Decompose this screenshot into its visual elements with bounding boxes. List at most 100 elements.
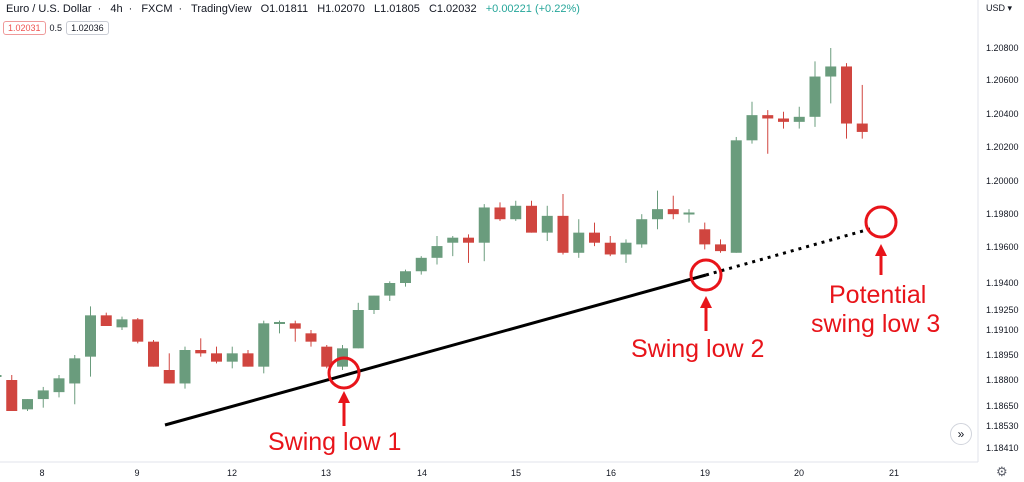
close-value: C1.02032: [428, 3, 477, 15]
scroll-to-latest-button[interactable]: »: [950, 423, 972, 445]
candle: [85, 306, 96, 377]
candle: [526, 200, 537, 233]
time-axis[interactable]: 8 9 12 13 14 15 16 19 20 21: [39, 468, 899, 478]
candle: [274, 320, 285, 334]
candle-body: [85, 315, 96, 357]
candle-body: [100, 315, 112, 326]
time-tick-label: 8: [39, 468, 44, 478]
currency-selector[interactable]: USD ▾: [986, 3, 1013, 13]
chart-header: Euro / U.S. Dollar · 4h · FXCM · TradingVie…: [6, 3, 580, 15]
time-tick-label: 13: [321, 468, 331, 478]
candle: [463, 234, 474, 263]
candle: [148, 340, 159, 367]
time-tick-label: 21: [889, 468, 899, 478]
candle-body: [22, 399, 33, 410]
buy-price-button[interactable]: 1.02036: [66, 21, 109, 35]
open-value: O1.01811: [260, 3, 309, 15]
candle: [730, 136, 742, 253]
candle-body: [589, 232, 600, 243]
time-tick-label: 12: [227, 468, 237, 478]
candle: [683, 209, 695, 223]
candle: [53, 375, 65, 398]
candle-body: [809, 76, 821, 117]
candle: [778, 111, 789, 129]
candle-body: [494, 207, 506, 220]
candle: [715, 239, 726, 253]
candle-body: [305, 333, 317, 342]
candle-body: [636, 219, 648, 245]
time-tick-label: 20: [794, 468, 804, 478]
candle-body: [368, 295, 380, 310]
price-tick-label: 1.18530: [986, 421, 1019, 431]
candle-body: [526, 205, 537, 233]
candle-body: [116, 319, 128, 328]
price-tick-label: 1.19800: [986, 209, 1019, 219]
candle: [415, 256, 427, 275]
time-tick-label: 16: [606, 468, 616, 478]
candle: [652, 190, 663, 230]
candle-body: [746, 115, 758, 141]
interval[interactable]: 4h: [110, 3, 123, 15]
candle: [116, 316, 128, 330]
candle-body: [463, 237, 474, 243]
price-tick-label: 1.19250: [986, 305, 1019, 315]
price-axis[interactable]: 1.20800 1.20600 1.20400 1.20200 1.20000 1.198…: [986, 43, 1019, 453]
candle: [305, 330, 317, 347]
candle: [762, 110, 774, 154]
projected-trend-line: [705, 227, 871, 277]
time-tick-label: 14: [417, 468, 427, 478]
candle: [289, 320, 301, 342]
swing-low-1-label: Swing low 1: [268, 428, 401, 456]
candle-body: [683, 212, 695, 215]
platform-name: TradingView: [191, 3, 252, 15]
swing-low-2-label: Swing low 2: [631, 335, 764, 363]
candle: [400, 269, 411, 287]
candle-body: [478, 207, 490, 243]
candle: [321, 345, 333, 369]
candle: [163, 353, 175, 384]
price-tick-label: 1.18650: [986, 401, 1019, 411]
price-tick-label: 1.18800: [986, 375, 1019, 385]
candle: [699, 222, 711, 250]
candle-body: [226, 353, 238, 362]
candle: [211, 346, 222, 364]
price-tick-label: 1.19100: [986, 325, 1019, 335]
candle: [100, 312, 112, 326]
change-value: +0.00221 (+0.22%): [485, 3, 580, 15]
candle-body: [730, 140, 742, 253]
candle: [557, 194, 569, 255]
candle-body: [825, 66, 837, 77]
candles: [0, 48, 868, 411]
candle-body: [620, 242, 632, 255]
candle: [242, 350, 254, 367]
candle-body: [211, 353, 222, 362]
candle: [384, 281, 396, 301]
candle-body: [652, 209, 663, 220]
candle-body: [573, 232, 585, 253]
price-tick-label: 1.20400: [986, 109, 1019, 119]
candle-body: [778, 118, 789, 122]
time-tick-label: 15: [511, 468, 521, 478]
sell-price-button[interactable]: 1.02031: [3, 21, 46, 35]
symbol-name[interactable]: Euro / U.S. Dollar: [6, 3, 92, 15]
time-tick-label: 19: [700, 468, 710, 478]
candle: [258, 320, 270, 374]
candle: [541, 205, 553, 242]
candle: [69, 355, 81, 405]
swing-low-3-label-line2: swing low 3: [811, 310, 940, 338]
candle-body: [179, 350, 191, 384]
trend-line: [164, 273, 707, 427]
gear-icon[interactable]: ⚙: [996, 464, 1008, 479]
price-tick-label: 1.20200: [986, 142, 1019, 152]
candle-body: [148, 341, 159, 367]
candle-body: [667, 209, 679, 215]
candle: [352, 302, 364, 349]
candle: [636, 214, 648, 248]
candle: [809, 61, 821, 127]
candle-body: [352, 310, 364, 349]
candle-body: [699, 229, 711, 245]
price-tick-label: 1.20800: [986, 43, 1019, 53]
candle-body: [69, 358, 81, 384]
price-tick-label: 1.19400: [986, 278, 1019, 288]
